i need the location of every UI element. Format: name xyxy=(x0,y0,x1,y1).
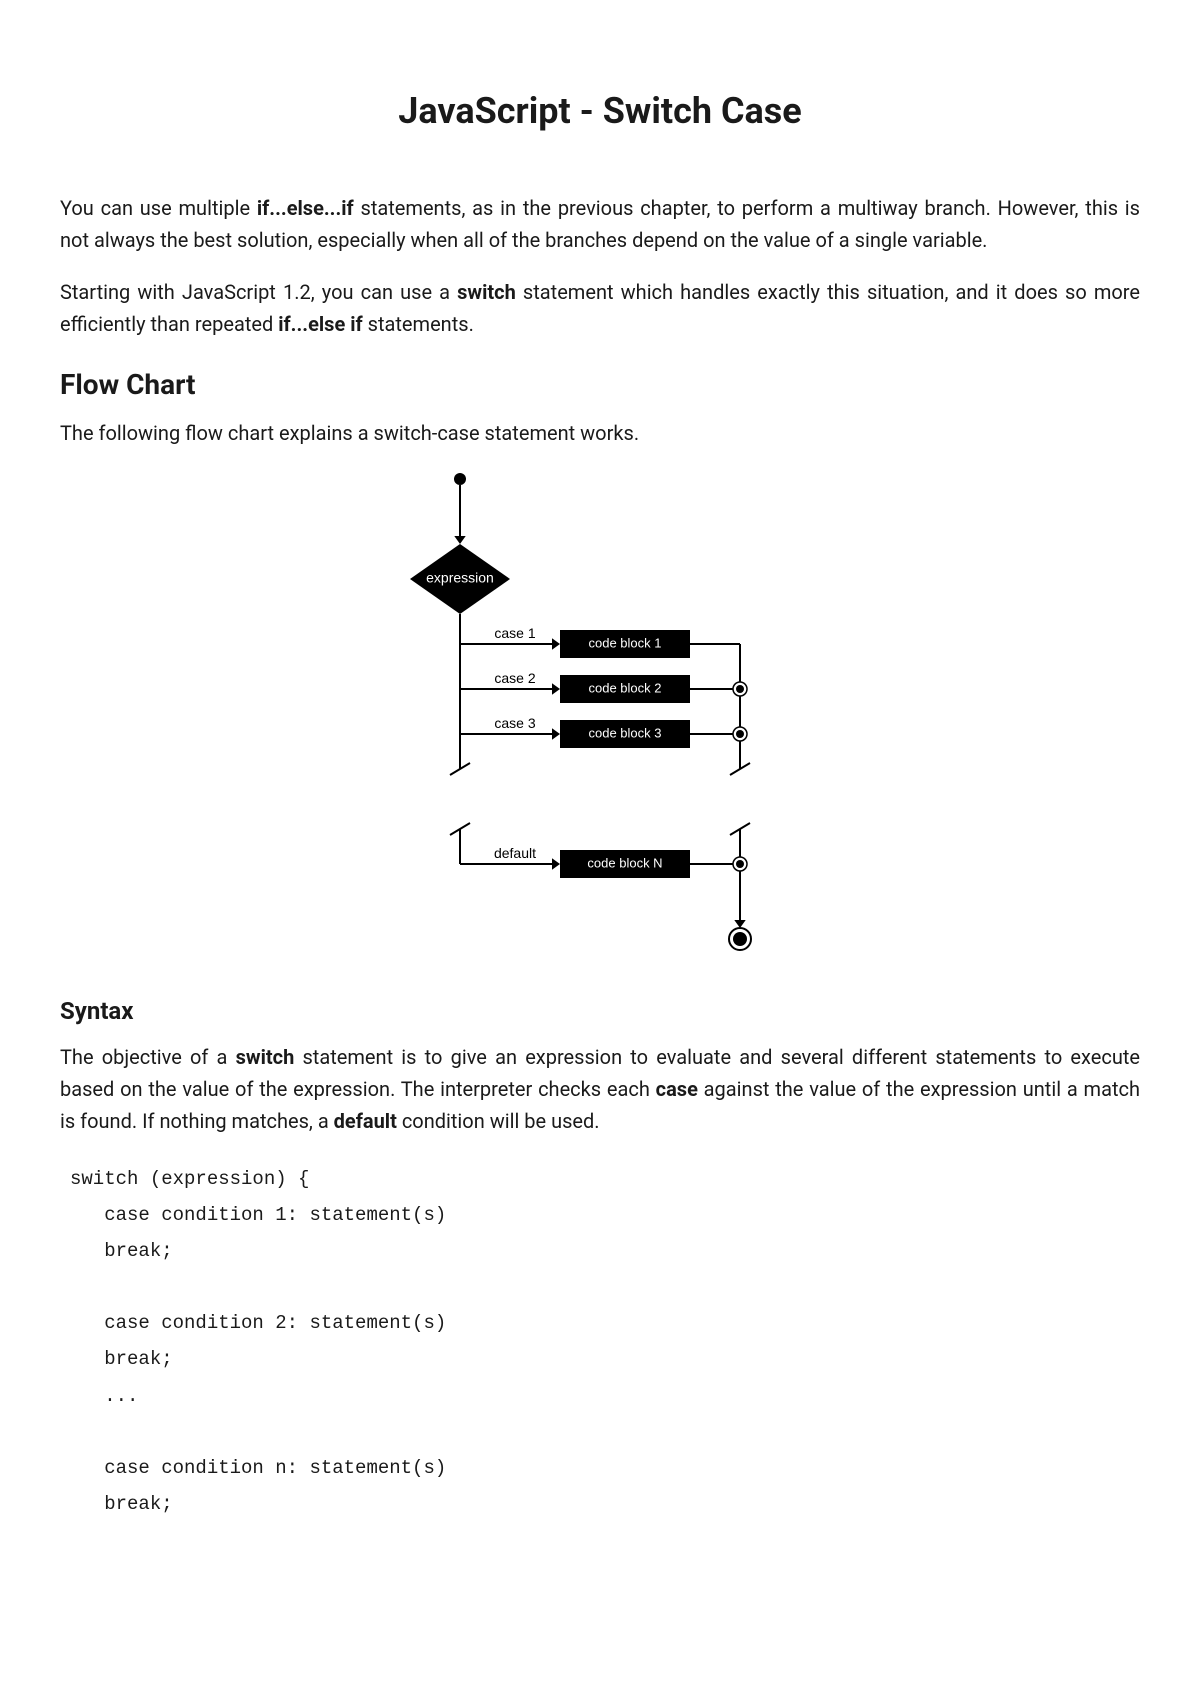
svg-text:case 1: case 1 xyxy=(494,625,535,641)
text: The objective of a xyxy=(60,1045,236,1069)
bold: switch xyxy=(236,1045,295,1069)
page-title: JavaScript - Switch Case xyxy=(60,90,1140,132)
svg-text:code block 2: code block 2 xyxy=(589,680,662,695)
svg-text:default: default xyxy=(494,845,536,861)
bold: default xyxy=(334,1109,397,1133)
section-heading-flowchart: Flow Chart xyxy=(60,368,1140,401)
svg-text:code block N: code block N xyxy=(587,855,662,870)
svg-text:expression: expression xyxy=(426,570,494,586)
svg-text:case 3: case 3 xyxy=(494,715,535,731)
intro-paragraph-2: Starting with JavaScript 1.2, you can us… xyxy=(60,276,1140,340)
intro-paragraph-1: You can use multiple if...else...if stat… xyxy=(60,192,1140,256)
bold: if...else if xyxy=(278,312,362,336)
svg-text:code block 1: code block 1 xyxy=(589,635,662,650)
bold: if...else...if xyxy=(257,196,354,220)
svg-text:code block 3: code block 3 xyxy=(589,725,662,740)
subsection-heading-syntax: Syntax xyxy=(60,997,1140,1025)
flowchart-diagram: expression case 1 code block 1 case 2 code b… xyxy=(380,469,820,969)
bold: switch xyxy=(457,280,516,304)
svg-text:case 2: case 2 xyxy=(494,670,535,686)
text: You can use multiple xyxy=(60,196,257,220)
syntax-paragraph: The objective of a switch statement is t… xyxy=(60,1041,1140,1137)
flowchart-container: expression case 1 code block 1 case 2 code b… xyxy=(60,469,1140,969)
text: Starting with JavaScript 1.2, you can us… xyxy=(60,280,457,304)
code-block: switch (expression) { case condition 1: … xyxy=(60,1161,1140,1522)
text: condition will be used. xyxy=(397,1109,600,1133)
text: statements. xyxy=(363,312,474,336)
flowchart-intro: The following flow chart explains a swit… xyxy=(60,417,1140,449)
bold: case xyxy=(656,1077,698,1101)
